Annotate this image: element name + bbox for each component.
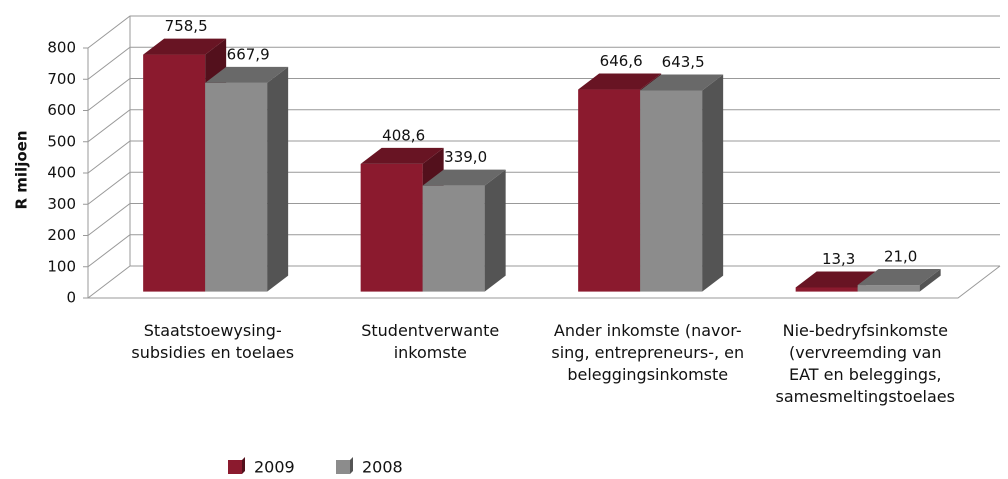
bar-top (360, 147, 444, 164)
bar-front (795, 287, 858, 292)
bar-side (702, 74, 724, 292)
bar-front (360, 163, 423, 292)
bar-front (640, 90, 703, 292)
bar-side (919, 269, 941, 292)
bar-top (857, 269, 941, 286)
y-axis-label: R miljoen (13, 131, 31, 210)
y-tick-label: 600 (47, 101, 76, 119)
y-tick-label: 700 (47, 70, 76, 88)
x-tick-label: Staatstoewysing- subsidies en toelaes (131, 321, 295, 362)
bar-front (578, 89, 641, 292)
legend-swatch-side (350, 457, 353, 474)
bar-top (422, 169, 506, 186)
value-label: 13,3 (822, 250, 855, 268)
y-tick-label: 300 (47, 195, 76, 213)
bar-top (640, 74, 724, 91)
legend-swatch (228, 460, 242, 474)
x-tick-label: Nie-bedryfsinkomste (vervreemding van EA… (775, 321, 955, 406)
bar-front (205, 82, 268, 292)
x-tick-label: Studentverwante inkomste (361, 321, 500, 362)
bar-top (205, 66, 289, 83)
bar-front (143, 54, 206, 292)
legend-swatch-side (242, 457, 245, 474)
y-tick-label: 0 (66, 289, 76, 307)
value-label: 646,6 (600, 52, 643, 70)
value-label: 667,9 (227, 45, 270, 63)
x-tick-label: Ander inkomste (navor- sing, entrepreneu… (551, 321, 745, 384)
floor-edge (88, 265, 1001, 299)
bar-top (578, 73, 662, 90)
y-tick-label: 400 (47, 164, 76, 182)
value-label: 21,0 (884, 248, 917, 266)
grid-line (87, 46, 1000, 80)
y-tick-label: 800 (47, 39, 76, 57)
bar-top (795, 271, 879, 288)
bar-side (267, 66, 289, 292)
value-label: 339,0 (444, 148, 487, 166)
grid-line (87, 15, 1000, 49)
legend-label: 2009 (254, 458, 295, 477)
y-tick-label: 200 (47, 226, 76, 244)
y-tick-label: 500 (47, 132, 76, 150)
bar-top (143, 38, 227, 55)
value-label: 643,5 (662, 53, 705, 71)
bar-front (857, 285, 920, 292)
legend-swatch (336, 460, 350, 474)
legend-label: 2008 (362, 458, 403, 477)
bar-front (422, 185, 485, 292)
value-label: 408,6 (382, 126, 425, 144)
bar-side (484, 169, 506, 292)
value-label: 758,5 (165, 17, 208, 35)
y-tick-label: 100 (47, 257, 76, 275)
